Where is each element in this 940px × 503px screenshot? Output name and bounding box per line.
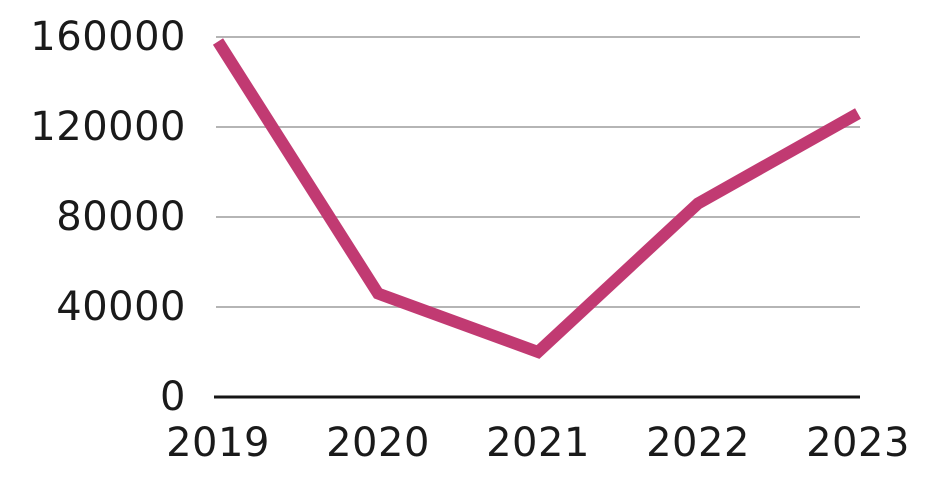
data-series-line [212,38,861,359]
x-tick-label: 2019 [166,420,270,466]
y-tick-label: 120000 [30,104,186,150]
y-tick-label: 160000 [30,14,186,60]
y-tick-label: 80000 [56,194,186,240]
y-tick-label: 0 [160,374,186,420]
x-tick-label: 2021 [486,420,590,466]
x-tick-label: 2023 [806,420,910,466]
x-tick-label: 2022 [646,420,750,466]
y-tick-label: 40000 [56,284,186,330]
x-tick-label: 2020 [326,420,430,466]
